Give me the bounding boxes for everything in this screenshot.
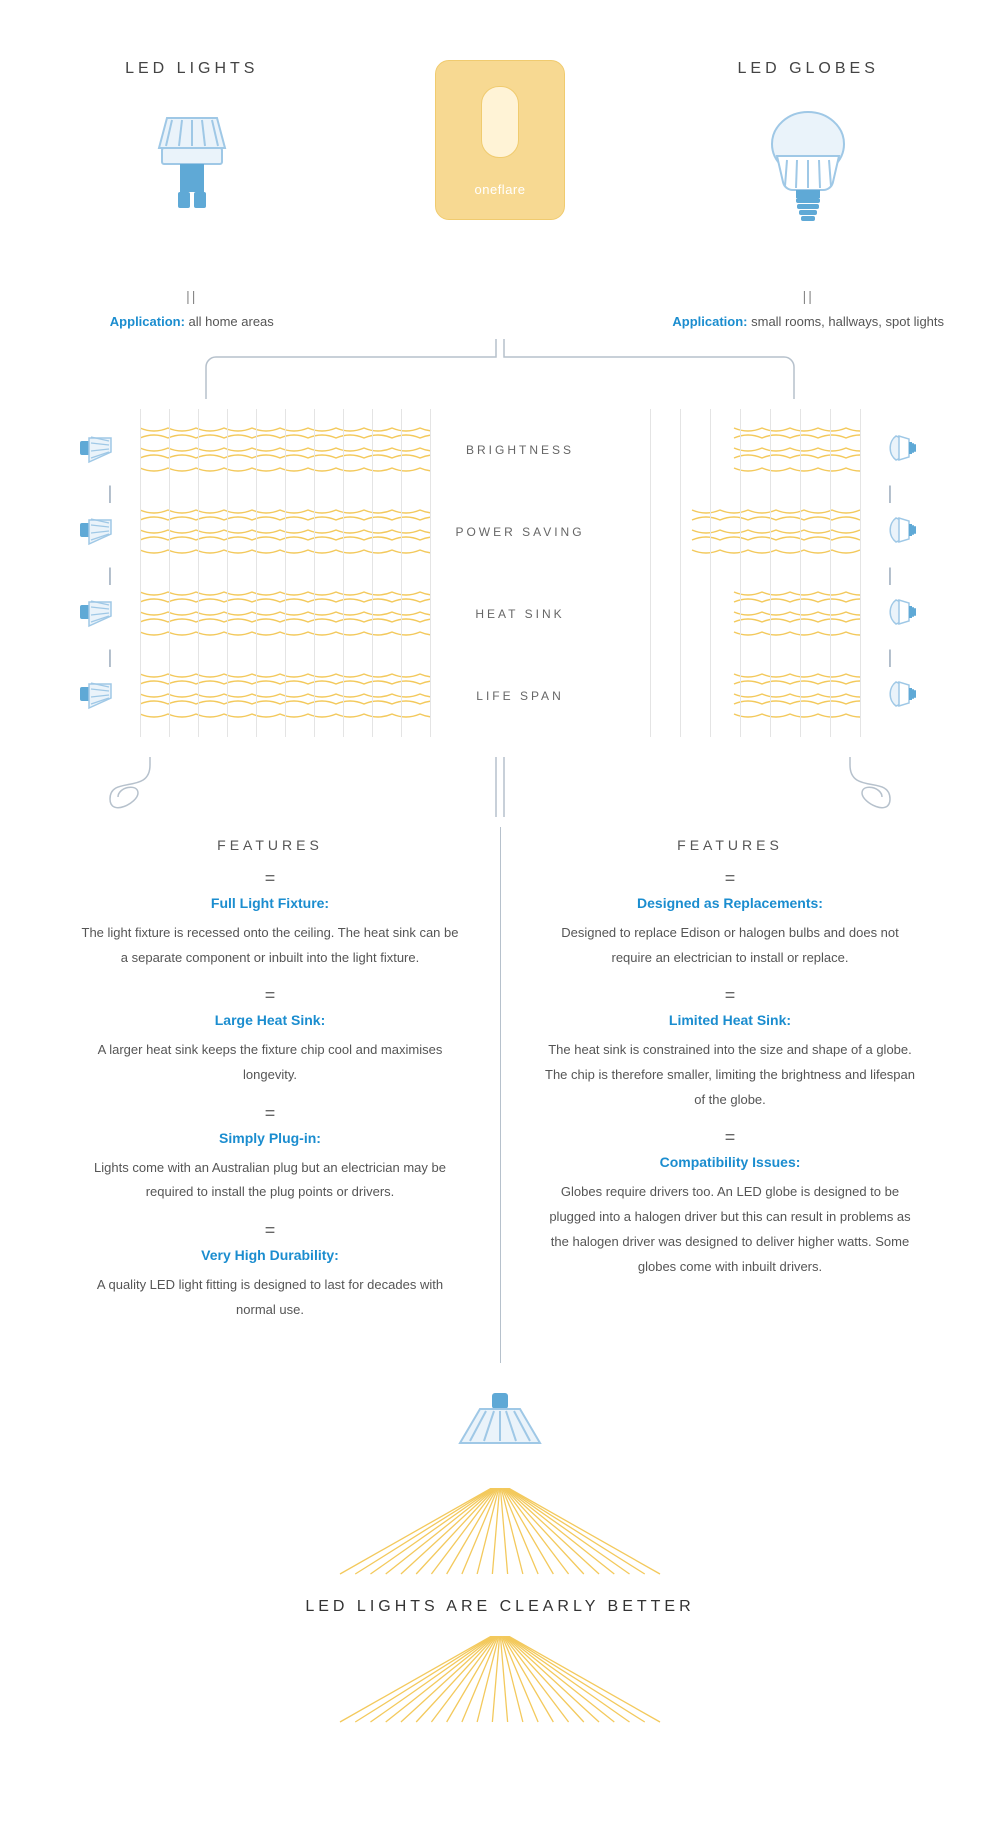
- feature-separator-icon: =: [540, 1134, 920, 1140]
- application-label: Application:: [672, 314, 747, 329]
- feature-body: The light fixture is recessed onto the c…: [80, 921, 460, 970]
- led-globe-icon: [763, 108, 853, 228]
- feature-body: Globes require drivers too. An LED globe…: [540, 1180, 920, 1279]
- led-spot-icon: [152, 108, 232, 218]
- features-title-left: FEATURES: [80, 837, 460, 853]
- light-rays-icon: [320, 1488, 680, 1578]
- led-spot-mini-icon: [80, 593, 140, 636]
- switch-column: oneflare: [348, 60, 652, 220]
- wire-curl: [40, 757, 960, 817]
- compare-row: LIFE SPAN: [80, 655, 920, 737]
- led-spot-mini-icon: [80, 675, 140, 718]
- led-globes-column: LED GLOBES: [656, 60, 960, 233]
- wave-right: [610, 502, 860, 562]
- comparison-block: BRIGHTNESS || POWER SAVING || HEAT SINK …: [40, 399, 960, 747]
- feature-heading: Full Light Fixture:: [80, 895, 460, 911]
- application-label: Application:: [110, 314, 185, 329]
- compare-row: HEAT SINK: [80, 573, 920, 655]
- metric-label: POWER SAVING: [430, 525, 610, 539]
- feature-separator-icon: =: [80, 1110, 460, 1116]
- metric-label: LIFE SPAN: [430, 689, 610, 703]
- feature-body: A quality LED light fitting is designed …: [80, 1273, 460, 1322]
- led-lights-column: LED LIGHTS: [40, 60, 344, 223]
- led-globe-mini-icon: [860, 675, 920, 718]
- feature-heading: Simply Plug-in:: [80, 1130, 460, 1146]
- switch-icon: oneflare: [435, 60, 565, 220]
- led-globe-mini-icon: [860, 429, 920, 472]
- left-application-text: all home areas: [185, 314, 274, 329]
- feature-separator-icon: =: [540, 875, 920, 881]
- features-left: FEATURES = Full Light Fixture: The light f…: [40, 837, 500, 1323]
- wave-right: [610, 420, 860, 480]
- features-section: FEATURES = Full Light Fixture: The light f…: [40, 837, 960, 1323]
- light-rays-icon: [320, 1636, 680, 1726]
- wave-left: [140, 420, 430, 480]
- feature-heading: Compatibility Issues:: [540, 1154, 920, 1170]
- led-spot-mini-icon: [80, 429, 140, 472]
- feature-separator-icon: =: [80, 875, 460, 881]
- feature-heading: Large Heat Sink:: [80, 1012, 460, 1028]
- metric-label: HEAT SINK: [430, 607, 610, 621]
- wave-right: [610, 666, 860, 726]
- application-row: || Application: all home areas || Applic…: [40, 274, 960, 329]
- led-spot-shine-icon: [440, 1393, 560, 1483]
- switch-brand: oneflare: [436, 182, 564, 197]
- feature-body: Lights come with an Australian plug but …: [80, 1156, 460, 1205]
- feature-separator-icon: =: [80, 1227, 460, 1233]
- led-spot-mini-icon: [80, 511, 140, 554]
- features-title-right: FEATURES: [540, 837, 920, 853]
- conclusion-block: LED LIGHTS ARE CLEARLY BETTER: [40, 1393, 960, 1726]
- tick-icon: ||: [40, 288, 344, 304]
- metric-label: BRIGHTNESS: [430, 443, 610, 457]
- wave-left: [140, 502, 430, 562]
- header-row: LED LIGHTS oneflare LED GLOBES: [40, 60, 960, 270]
- left-application: Application: all home areas: [40, 314, 344, 329]
- feature-separator-icon: =: [540, 992, 920, 998]
- led-globe-mini-icon: [860, 593, 920, 636]
- wire-connector-top: [40, 339, 960, 399]
- right-application-text: small rooms, hallways, spot lights: [748, 314, 945, 329]
- wave-left: [140, 666, 430, 726]
- wave-right: [610, 584, 860, 644]
- led-lights-title: LED LIGHTS: [40, 60, 344, 78]
- feature-heading: Very High Durability:: [80, 1247, 460, 1263]
- led-globe-mini-icon: [860, 511, 920, 554]
- led-globes-title: LED GLOBES: [656, 60, 960, 78]
- wave-left: [140, 584, 430, 644]
- right-application: Application: small rooms, hallways, spot…: [656, 314, 960, 329]
- compare-row: POWER SAVING: [80, 491, 920, 573]
- conclusion-text: LED LIGHTS ARE CLEARLY BETTER: [40, 1598, 960, 1616]
- tick-icon: ||: [656, 288, 960, 304]
- features-right: FEATURES = Designed as Replacements: Desig…: [500, 837, 960, 1323]
- feature-body: A larger heat sink keeps the fixture chi…: [80, 1038, 460, 1087]
- feature-body: The heat sink is constrained into the si…: [540, 1038, 920, 1112]
- feature-body: Designed to replace Edison or halogen bu…: [540, 921, 920, 970]
- feature-separator-icon: =: [80, 992, 460, 998]
- feature-heading: Limited Heat Sink:: [540, 1012, 920, 1028]
- feature-heading: Designed as Replacements:: [540, 895, 920, 911]
- compare-row: BRIGHTNESS: [80, 409, 920, 491]
